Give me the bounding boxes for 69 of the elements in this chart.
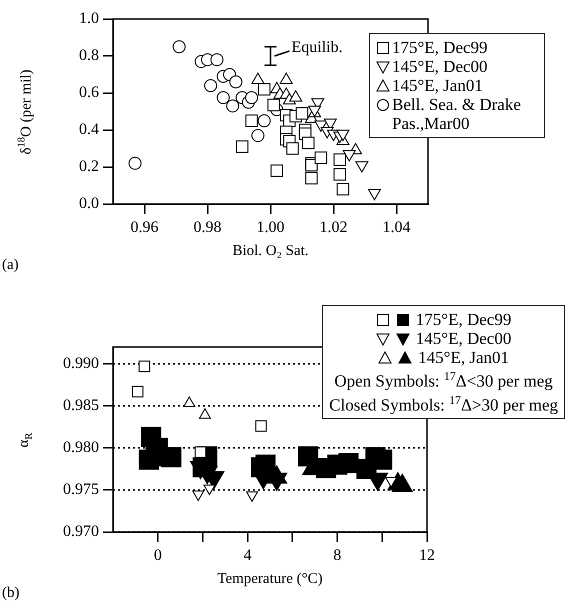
annotation: Closed Symbols: $^{17}$Δ>30 per meg	[329, 392, 558, 414]
x-tick-label: 0	[154, 546, 162, 564]
point	[298, 446, 318, 466]
point	[161, 447, 182, 468]
point	[210, 53, 224, 66]
legend-label: Equilib.	[292, 39, 343, 56]
point	[267, 98, 280, 112]
legend-label: 145°E, Dec00	[416, 329, 512, 348]
x-tick-label: 0.96	[130, 218, 158, 236]
x-axis-title: Biol. O₂ Sat.	[232, 243, 309, 259]
legend-label: 175°E, Dec99	[392, 38, 488, 57]
y-tick-label: 0.985	[63, 397, 99, 414]
point	[216, 91, 230, 104]
y-tick-label: 0.2	[79, 158, 99, 176]
point	[258, 114, 271, 128]
point	[183, 396, 196, 408]
point	[334, 153, 346, 166]
text: (a)	[2, 257, 19, 273]
point	[204, 79, 218, 92]
y-tick-label: 0.970	[63, 523, 99, 540]
text: (b)	[2, 585, 20, 601]
y-tick-label: 0.8	[79, 47, 99, 64]
point	[246, 491, 258, 502]
legend-label: Bell. Sea. & Drake Pas.,Mar00	[392, 95, 522, 133]
point	[302, 136, 315, 150]
point	[286, 142, 299, 155]
point	[251, 129, 264, 142]
x-tick-label: 4	[244, 546, 252, 564]
x-tick-label: 1.00	[256, 218, 284, 236]
point	[314, 152, 328, 164]
y-tick-label: 0.980	[63, 439, 99, 456]
point	[198, 408, 211, 419]
y-tick-label: 0.990	[63, 355, 99, 372]
annotation: Open Symbols: $^{17}$Δ<30 per meg	[333, 368, 554, 391]
point	[138, 360, 150, 372]
point	[132, 386, 144, 398]
point	[305, 172, 318, 184]
x-axis-title: Temperature (°C)	[217, 571, 323, 587]
point	[296, 107, 308, 120]
legend-label: 145°E, Jan01	[418, 348, 509, 367]
point	[336, 182, 350, 196]
point	[236, 140, 248, 153]
point	[270, 164, 284, 177]
legend-label: 145°E, Dec00	[392, 57, 488, 76]
point	[255, 420, 267, 432]
point	[245, 91, 258, 104]
y-tick-label: 1.0	[79, 10, 99, 28]
y-tick-label: 0.4	[79, 121, 99, 138]
point	[334, 168, 346, 181]
point	[245, 114, 258, 127]
point	[226, 99, 240, 112]
y-tick-label: 0.6	[79, 84, 99, 102]
point	[258, 83, 270, 96]
y-tick-label: 0.975	[63, 481, 99, 498]
x-tick-label: 1.04	[382, 218, 410, 236]
point	[192, 490, 204, 501]
point	[128, 156, 142, 170]
point	[229, 75, 242, 88]
point	[194, 446, 206, 458]
point	[172, 40, 186, 54]
legend-label: 145°E, Jan01	[392, 76, 483, 95]
point	[338, 453, 359, 474]
x-tick-label: 12	[419, 546, 435, 564]
x-tick-label: 8	[333, 546, 342, 564]
point	[203, 484, 216, 496]
y-tick-label: 0.0	[79, 195, 99, 212]
legend-label: 175°E, Dec99	[416, 310, 512, 329]
x-tick-label: 0.98	[194, 218, 222, 236]
x-tick-label: 1.02	[320, 218, 348, 236]
